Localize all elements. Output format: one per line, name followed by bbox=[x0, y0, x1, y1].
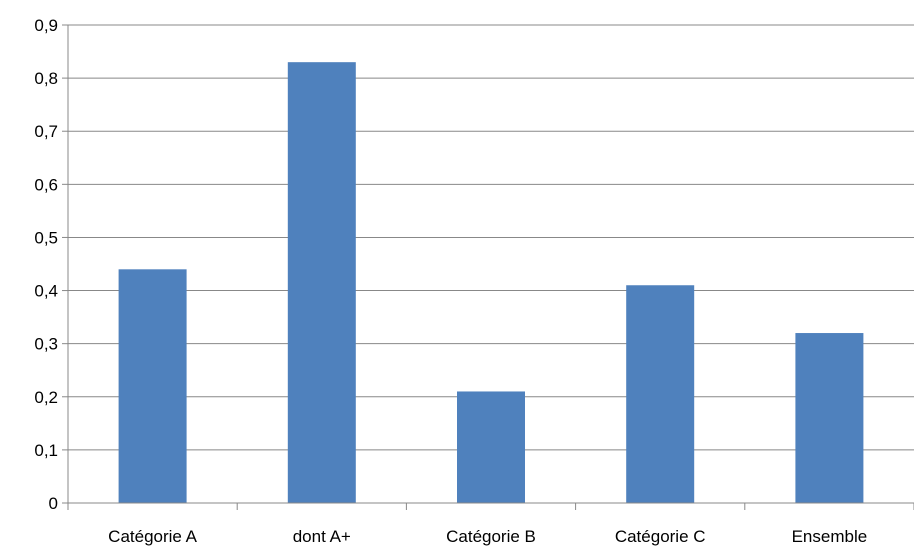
y-tick-label: 0,7 bbox=[34, 122, 58, 141]
bar bbox=[118, 269, 187, 503]
gridlines bbox=[68, 24, 914, 451]
y-tick-label: 0,6 bbox=[34, 175, 58, 194]
x-tick-label: Catégorie A bbox=[108, 527, 197, 546]
y-tick-label: 0,4 bbox=[34, 282, 58, 301]
bar bbox=[626, 285, 695, 503]
x-tick-label: Ensemble bbox=[792, 527, 868, 546]
y-tick-label: 0,2 bbox=[34, 388, 58, 407]
x-tick-labels: Catégorie A dont A+ Catégorie B Catégorie C… bbox=[108, 527, 867, 546]
y-tick-label: 0,1 bbox=[34, 441, 58, 460]
y-tick-labels: 0 0,1 0,2 0,3 0,4 0,5 0,6 0,7 0,8 0,9 bbox=[34, 16, 58, 513]
bar bbox=[457, 391, 525, 503]
bar bbox=[287, 62, 356, 504]
y-tick-label: 0,9 bbox=[34, 16, 58, 35]
y-tick-label: 0,5 bbox=[34, 228, 58, 247]
x-tick-label: dont A+ bbox=[293, 527, 351, 546]
y-tick-label: 0,8 bbox=[34, 69, 58, 88]
x-tick-label: Catégorie B bbox=[446, 527, 536, 546]
bars bbox=[118, 62, 864, 504]
x-tick-label: Catégorie C bbox=[615, 527, 706, 546]
bar bbox=[795, 333, 864, 503]
axes bbox=[62, 24, 914, 510]
y-tick-label: 0 bbox=[49, 494, 58, 513]
y-tick-label: 0,3 bbox=[34, 335, 58, 354]
